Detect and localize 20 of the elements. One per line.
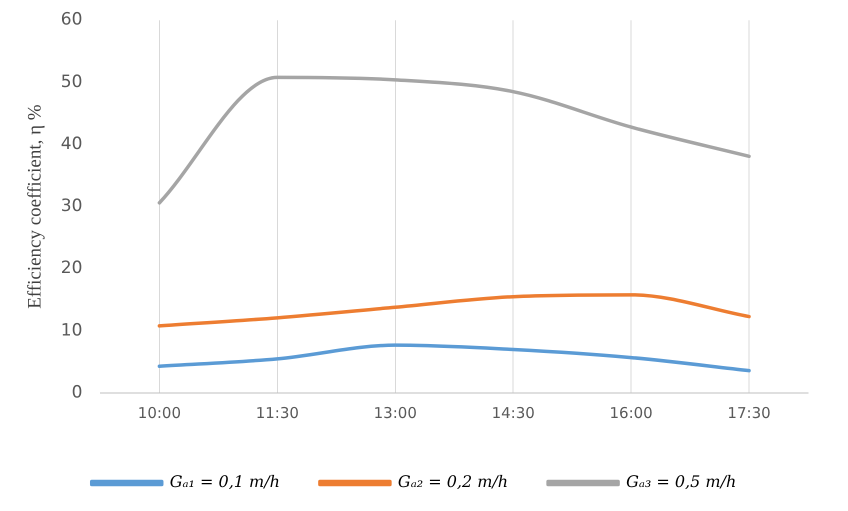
x-tick-label: 11:30 — [256, 404, 299, 422]
legend-label: Gₐ₁ = 0,1 m/h — [170, 472, 280, 492]
y-tick-label: 40 — [60, 134, 82, 154]
y-tick-label: 30 — [60, 196, 82, 216]
x-tick-label: 16:00 — [609, 404, 653, 422]
y-tick-label: 10 — [60, 320, 82, 340]
x-tick-label: 10:00 — [138, 404, 182, 422]
x-tick-label: 17:30 — [727, 404, 771, 422]
x-tick-label: 14:30 — [492, 404, 535, 422]
legend-label: Gₐ₂ = 0,2 m/h — [398, 472, 508, 492]
line-series — [158, 293, 751, 328]
legend-label: Gₐ₃ = 0,5 m/h — [626, 472, 736, 492]
y-tick-label: 60 — [60, 10, 82, 30]
x-tick-label: 13:00 — [374, 404, 417, 422]
y-tick-label: 50 — [60, 72, 82, 92]
y-axis-title: Efficiency coefficient, η % — [24, 104, 46, 309]
line-series — [158, 76, 751, 205]
line-series — [158, 343, 751, 372]
y-tick-label: 0 — [72, 382, 82, 402]
y-tick-label: 20 — [60, 258, 82, 278]
